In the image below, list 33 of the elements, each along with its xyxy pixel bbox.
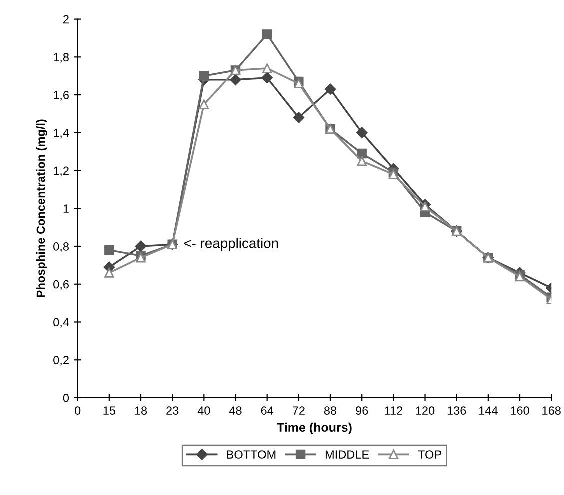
y-tick-label: 1,4 <box>54 129 70 139</box>
x-tick-label: 64 <box>261 406 274 415</box>
legend-label: BOTTOM <box>227 450 276 459</box>
x-tick-label: 40 <box>198 406 210 415</box>
y-tick-label: 1,8 <box>54 53 69 63</box>
x-tick-label: 96 <box>356 406 368 415</box>
x-tick-label: 112 <box>385 406 402 415</box>
x-tick-label: 0 <box>75 406 81 415</box>
x-axis-title: Time (hours) <box>277 422 352 435</box>
x-tick-label: 23 <box>166 406 179 415</box>
y-tick-label: 0,4 <box>54 318 70 328</box>
y-tick-label: 0 <box>63 394 70 402</box>
y-tick-label: 1 <box>64 204 69 213</box>
legend-label: TOP <box>418 450 442 459</box>
x-tick-label: 48 <box>229 406 242 415</box>
y-axis-title: Phosphine Concentration (mg/l) <box>36 120 48 298</box>
x-tick-label: 72 <box>292 406 305 415</box>
y-tick-label: 2 <box>64 15 69 24</box>
x-tick-label: 15 <box>104 406 116 415</box>
y-tick-label: 0,2 <box>54 356 69 366</box>
x-tick-label: 88 <box>324 406 337 415</box>
y-tick-label: 1,2 <box>54 166 69 177</box>
x-tick-label: 144 <box>479 406 498 415</box>
x-tick-label: 120 <box>416 406 435 415</box>
annotation: <- reapplication <box>184 238 278 252</box>
x-tick-label: 168 <box>542 406 561 415</box>
y-tick-label: 0,8 <box>54 242 69 252</box>
x-tick-label: 136 <box>448 406 466 415</box>
legend-label: MIDDLE <box>326 450 370 459</box>
x-tick-label: 18 <box>135 406 148 415</box>
y-tick-label: 1,6 <box>54 91 69 101</box>
y-tick-label: 0,6 <box>54 280 69 290</box>
x-tick-label: 160 <box>511 406 530 415</box>
